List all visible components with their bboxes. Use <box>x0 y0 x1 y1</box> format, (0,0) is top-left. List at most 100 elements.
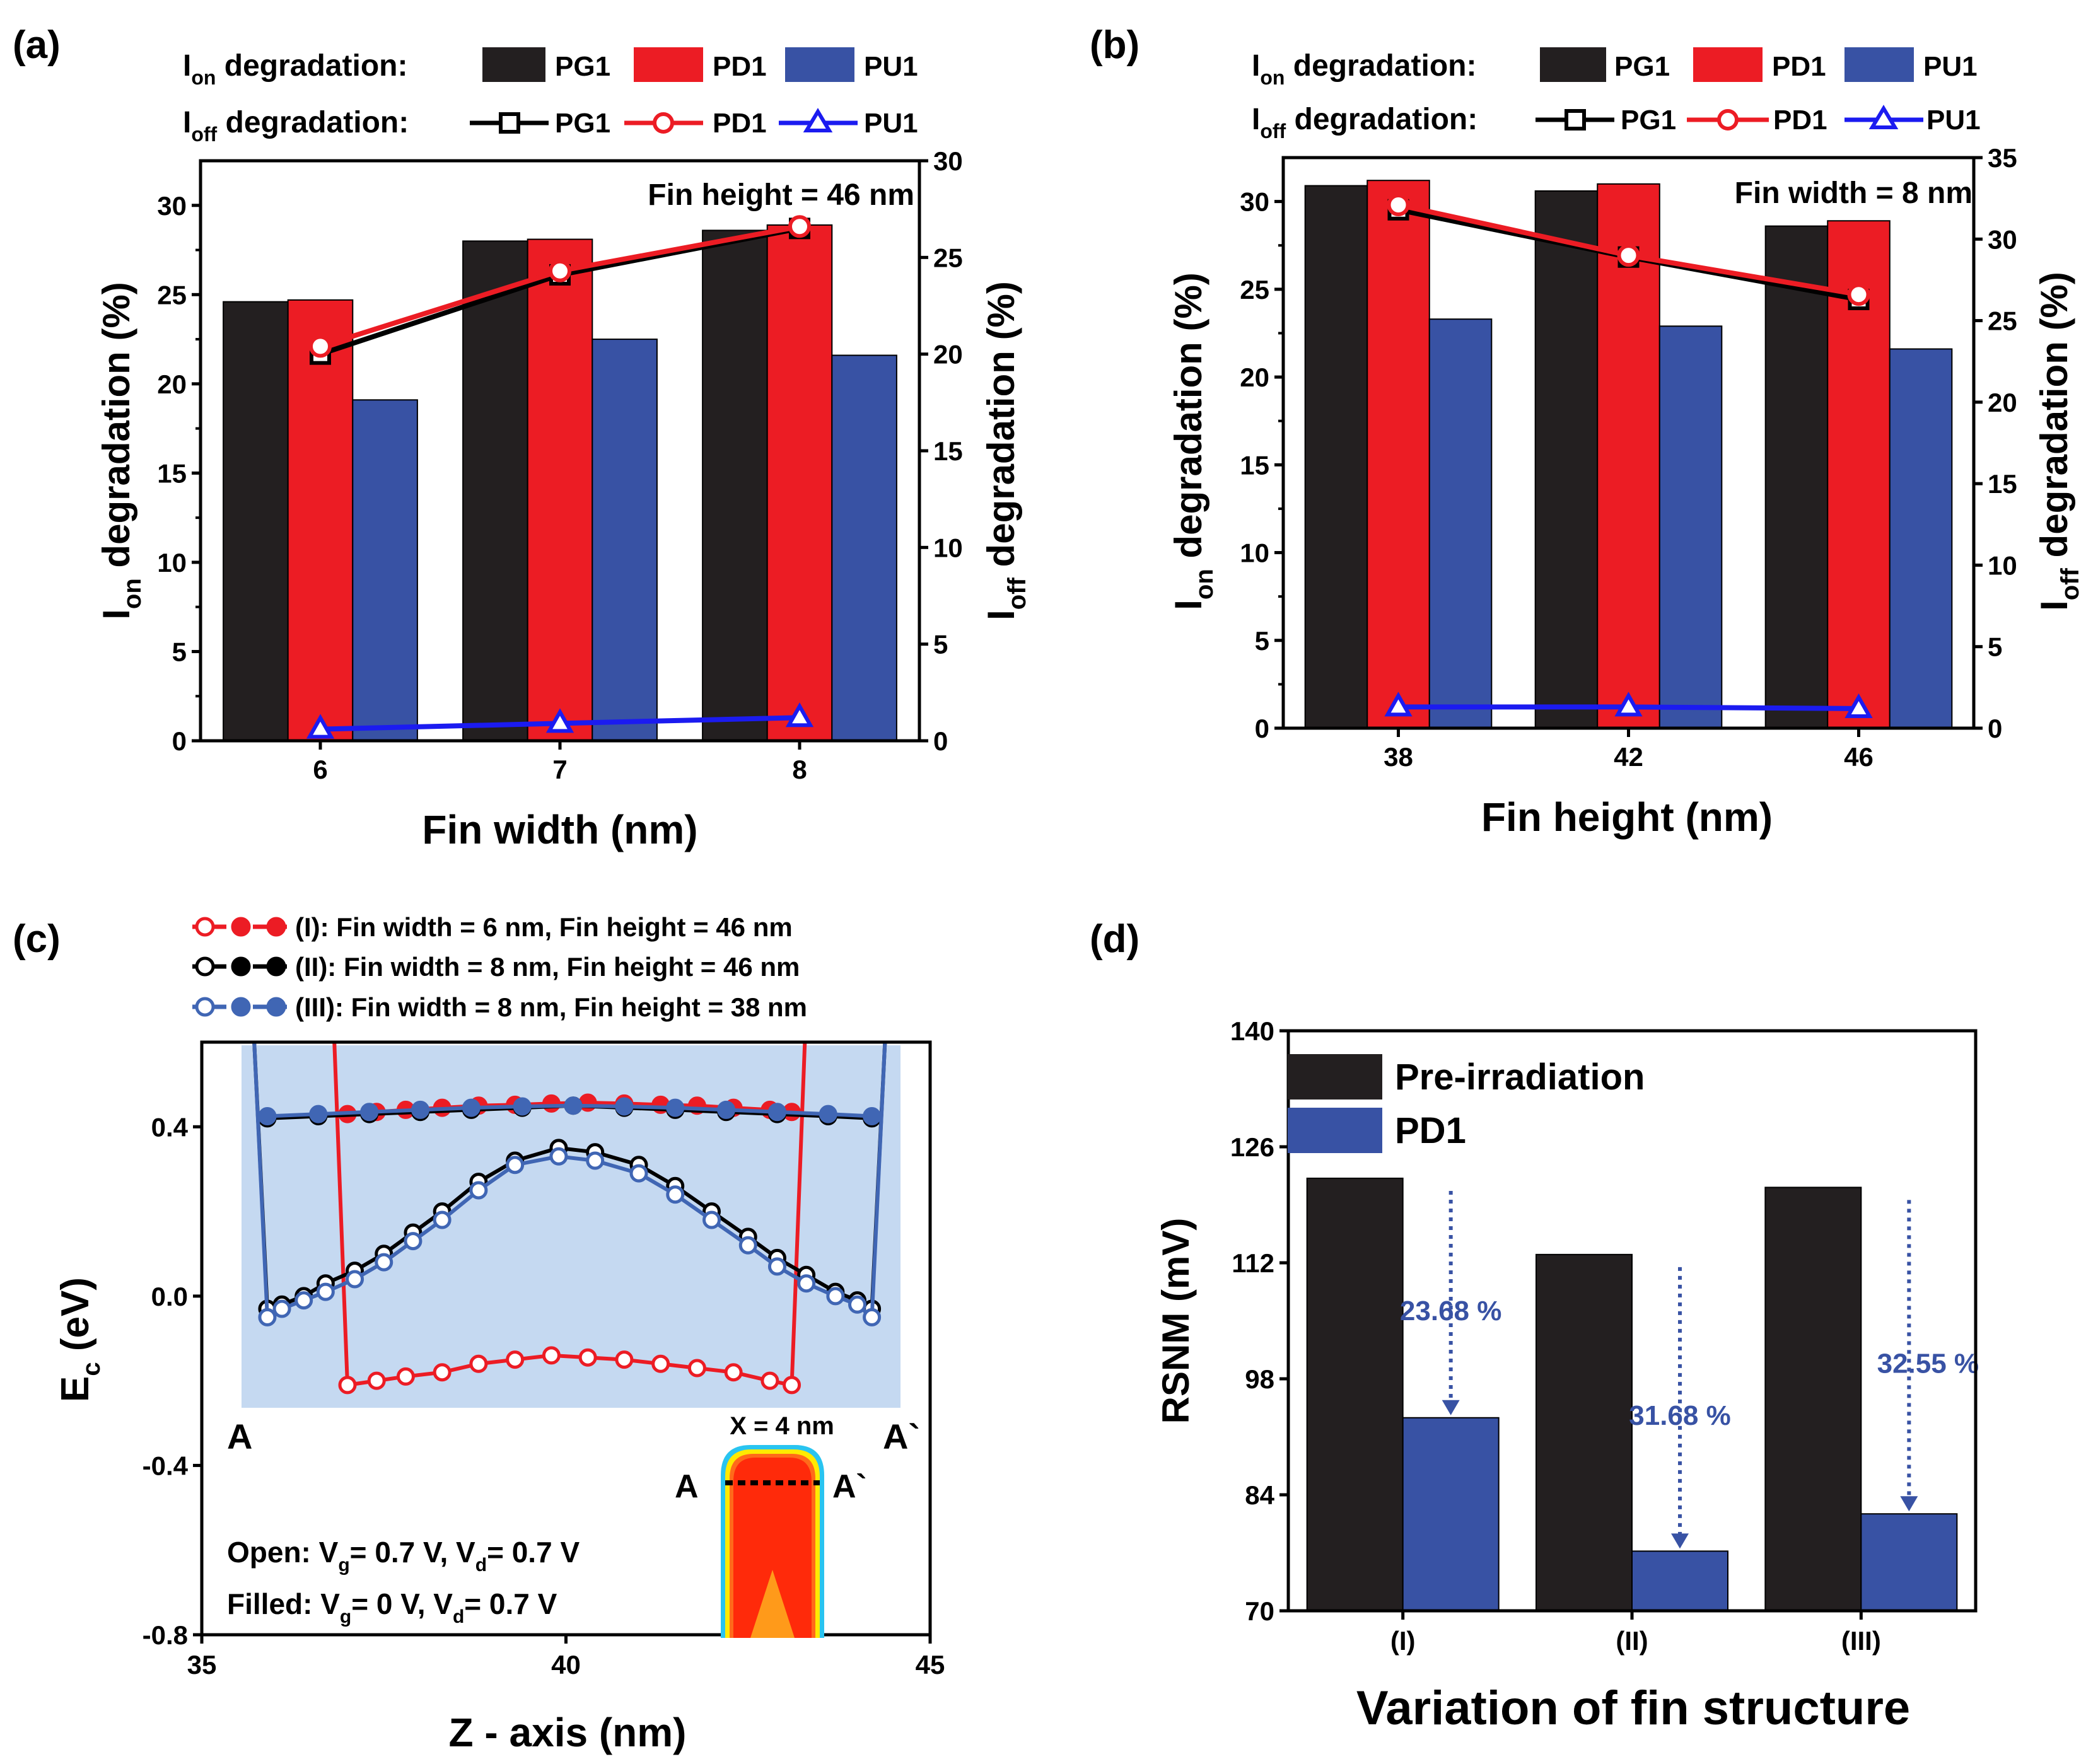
panel-a-bar-pu1-8 <box>831 354 897 741</box>
panel-c-marker-i-open <box>338 1376 357 1395</box>
panel-c-marker-i-open <box>469 1354 488 1373</box>
panel-b-ytick-label-30: 30 <box>1240 187 1269 217</box>
panel-a-legend-label-pg1: PG1 <box>555 51 610 82</box>
panel-b-y2tick-label-25: 25 <box>1988 306 2017 336</box>
panel-c-marker-iii-filled <box>717 1100 736 1119</box>
panel-d-ytick-label-98: 98 <box>1245 1364 1274 1394</box>
panel-c-marker-iii-open <box>272 1299 291 1318</box>
panel-c-marker-iii-open <box>629 1164 648 1183</box>
panel-c-legend-label-3: (III): Fin width = 8 nm, Fin height = 38… <box>295 992 807 1022</box>
panel-c-note-filled: Filled: Vg= 0 V, Vd= 0.7 V <box>227 1587 557 1627</box>
panel-c-legend-label-1: (I): Fin width = 6 nm, Fin height = 46 n… <box>295 912 793 942</box>
panel-a-plot: 6 7 8 0 5 10 15 20 25 30 0 5 10 15 20 25 30 <box>157 146 962 784</box>
panel-c-marker-iii-open <box>346 1270 364 1289</box>
panel-b-frame <box>1281 156 1976 730</box>
panel-a-marker-pu1-8 <box>785 702 814 728</box>
panel-b-marker-pu1-38 <box>1384 692 1413 717</box>
panel-b-marker-pu1-46 <box>1844 693 1873 718</box>
panel-c-marker-iii-open <box>294 1291 313 1310</box>
panel-a-y2tick-label-25: 25 <box>933 243 963 272</box>
panel-d-ytick-label-140: 140 <box>1230 1016 1274 1046</box>
panel-a-y2tick-label-15: 15 <box>933 436 963 466</box>
panel-d-reduction-label-1: 23.68 % <box>1400 1296 1501 1326</box>
panel-a-y2tick-label-30: 30 <box>933 146 963 176</box>
panel-c-ytick-label-1: -0.4 <box>143 1451 189 1480</box>
panel-c-marker-iii-open <box>375 1253 393 1272</box>
panel-b-legend-label-pg1: PG1 <box>1614 51 1670 82</box>
panel-c-marker-i-open <box>724 1363 743 1382</box>
panel-c-xtick-label-35: 35 <box>187 1650 217 1680</box>
panel-b-legend-line-label-pu1: PU1 <box>1926 105 1981 136</box>
panel-a-legend-on-title: Ion degradation: <box>183 49 407 89</box>
panel-d-legend-swatch-pre <box>1288 1054 1382 1100</box>
panel-b: (b) Ion degradation: Ioff degradation: P… <box>1090 23 2084 840</box>
panel-d-bar-pre-1 <box>1306 1177 1404 1611</box>
panel-d-ytick-label-112: 112 <box>1232 1248 1274 1278</box>
panel-c-marker-iii-filled <box>666 1098 685 1117</box>
panel-c-marker-iii-open <box>506 1156 525 1175</box>
panel-d-label: (d) <box>1090 917 1139 961</box>
panel-c-marker-iii-open <box>469 1181 488 1200</box>
panel-a-marker-pd1-8 <box>788 215 811 238</box>
panel-b-y2tick-label-20: 20 <box>1988 388 2017 417</box>
panel-b-legend-swatch-pu1 <box>1844 47 1914 82</box>
panel-b-y2tick-label-0: 0 <box>1988 714 2002 743</box>
panel-d-arrowhead-2 <box>1671 1533 1689 1549</box>
panel-c-marker-iii-filled <box>615 1097 634 1116</box>
panel-c-marker-iii-open <box>258 1308 277 1326</box>
panel-c-marker-i-open <box>651 1354 670 1373</box>
panel-c-xlabel: Z - axis (nm) <box>449 1710 687 1755</box>
panel-a-bar-pd1-6 <box>287 299 354 741</box>
panel-b-bar-pd1-38 <box>1367 180 1430 729</box>
panel-b-legend-swatch-pd1 <box>1693 47 1763 82</box>
panel-a-legend-line-pg1 <box>470 112 549 134</box>
panel-c-marker-iii-filled <box>360 1103 379 1122</box>
panel-c-marker-iii-filled <box>767 1103 786 1122</box>
panel-b-legend-line-label-pd1: PD1 <box>1773 105 1827 136</box>
panel-a-legend-swatch-pu1 <box>785 47 854 82</box>
panel-b-y2tick-label-10: 10 <box>1988 550 2017 580</box>
panel-c-marker-iii-open <box>767 1257 786 1276</box>
panel-b-ytick-label-20: 20 <box>1240 363 1269 392</box>
panel-b-plot: 38 42 46 0 5 10 15 20 25 30 0 5 10 15 20 25 30 35 <box>1240 143 2017 772</box>
panel-a-xlabel: Fin width (nm) <box>422 807 697 852</box>
panel-a-ytick-label-5: 5 <box>172 637 187 666</box>
panel-d-ytick-label-126: 126 <box>1230 1132 1274 1162</box>
panel-a-bar-pu1-7 <box>592 339 658 741</box>
panel-d-ytick-label-84: 84 <box>1245 1480 1274 1510</box>
panel-a-frame <box>199 159 921 743</box>
panel-c-marker-iii-open <box>433 1210 452 1229</box>
panel-d-bar-pd1-2 <box>1631 1550 1728 1611</box>
panel-a-bar-pg1-6 <box>223 301 289 741</box>
panel-d-bar-pd1-3 <box>1860 1513 1958 1611</box>
panel-c-legend-series-2 <box>192 956 290 977</box>
panel-d-arrowhead-3 <box>1900 1496 1918 1512</box>
panel-a-xtick-label-6: 6 <box>313 755 327 784</box>
panel-b-legend-line-pg1 <box>1536 109 1614 131</box>
panel-a-legend-line-pd1 <box>624 112 703 134</box>
panel-b-y2tick-label-35: 35 <box>1988 143 2017 173</box>
panel-c-marker-iii-open <box>826 1287 845 1306</box>
panel-d-frame <box>1286 1029 1978 1613</box>
panel-a-ytick-label-30: 30 <box>157 191 187 221</box>
panel-b-legend-off-title: Ioff degradation: <box>1252 103 1477 142</box>
panel-c-xtick-label-45: 45 <box>916 1650 945 1680</box>
panel-d-legend-label-pd1: PD1 <box>1395 1110 1466 1151</box>
panel-a-ytick-label-10: 10 <box>157 548 187 577</box>
panel-d-ytick-label-70: 70 <box>1245 1596 1274 1626</box>
panel-a-y2tick-label-10: 10 <box>933 533 963 562</box>
panel-c-marker-i-open <box>578 1348 597 1367</box>
panel-c-wall-i <box>790 1042 807 1385</box>
panel-c-marker-iii-open <box>738 1236 757 1255</box>
panel-b-legend-label-pd1: PD1 <box>1772 51 1826 82</box>
panel-a-legend-swatch-pd1 <box>634 47 703 82</box>
panel-a-ytick-label-0: 0 <box>172 726 187 756</box>
panel-c-xtick-label-40: 40 <box>551 1650 581 1680</box>
panel-c-marker-iii-filled <box>258 1107 277 1125</box>
panel-b-xtick-label-46: 46 <box>1844 742 1874 772</box>
panel-d-xtick-label-3: (III) <box>1841 1626 1881 1656</box>
panel-b-ytick-label-15: 15 <box>1240 450 1269 480</box>
panel-c-legend-series-3 <box>192 997 290 1017</box>
panel-d-arrowhead-1 <box>1442 1400 1460 1415</box>
